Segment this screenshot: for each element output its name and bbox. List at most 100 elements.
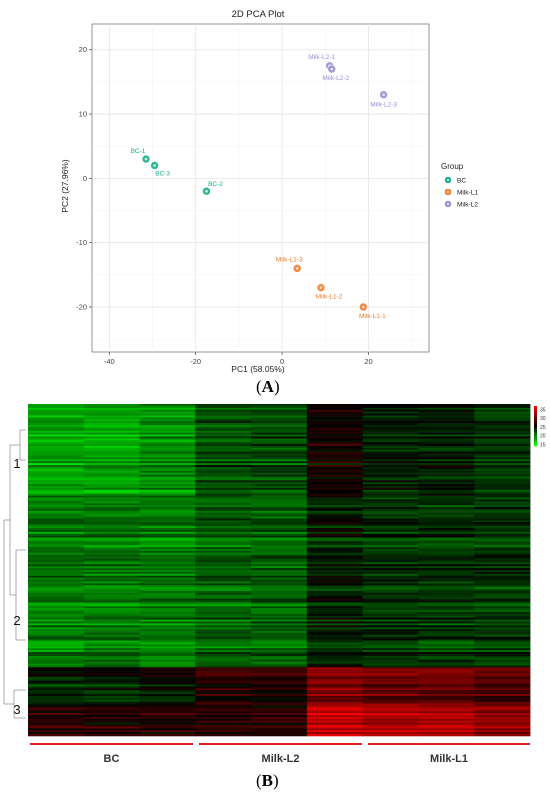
heatmap-cell [418,539,475,542]
heatmap-cell [362,552,419,556]
heatmap-cell [474,598,531,601]
heatmap-cell [418,520,475,523]
heatmap-cell [418,432,475,435]
heatmap-cell [418,470,475,473]
point-label: Milk-L1-1 [359,313,386,320]
heatmap-cell [251,529,308,533]
heatmap-cell [195,497,252,500]
heatmap-cell [474,632,531,636]
heatmap-cell [195,434,252,437]
heatmap-cell [306,526,364,529]
heatmap-cell [139,550,196,554]
heatmap-cell [139,518,196,521]
heatmap-cell [474,671,531,674]
heatmap-cell [251,478,308,481]
heatmap-cell [139,529,196,533]
heatmap-cell [251,505,308,508]
heatmap-cell [195,503,252,506]
heatmap-cell [83,707,140,710]
pca-y-label: PC2 (27.96%) [60,159,70,213]
heatmap-cell [28,520,85,523]
heatmap-cell [139,625,196,628]
heatmap-cell [251,455,308,458]
heatmap-cell [28,451,85,454]
group-label: BC [104,753,120,765]
heatmap-cell [28,442,85,445]
heatmap-cell [139,730,196,733]
heatmap-cell [251,715,308,718]
heatmap-cell [83,644,140,647]
heatmap-cell [83,486,140,489]
heatmap-cell [28,699,85,702]
heatmap-cell [83,459,140,462]
heatmap-cell [139,606,196,609]
heatmap-cell [474,734,531,737]
heatmap-cell [418,629,475,632]
heatmap-cell [139,486,196,489]
heatmap-cell [418,720,475,723]
heatmap-cell [83,606,140,609]
heatmap-cell [418,684,475,687]
heatmap-cell [362,579,419,582]
pca-x-label: PC1 (58.05%) [231,364,285,374]
heatmap-cell [195,577,252,580]
heatmap-cell [83,472,140,475]
heatmap-cell [418,545,475,548]
heatmap-cell [83,404,140,407]
heatmap-cell [28,613,85,617]
heatmap-cell [362,419,419,422]
heatmap-cell [474,489,531,493]
heatmap-cell [306,528,364,531]
heatmap-cell [418,445,475,449]
heatmap-cell [195,686,252,689]
heatmap-cell [251,463,308,466]
heatmap-cell [251,468,308,472]
heatmap-cell [306,423,364,426]
heatmap-cell [362,583,419,586]
heatmap-cell [83,529,140,533]
heatmap-cell [28,411,85,414]
heatmap-cell [28,598,85,601]
heatmap-cell [474,508,531,512]
heatmap-cell [28,447,85,451]
heatmap-cell [28,579,85,582]
heatmap-cell [362,531,419,535]
heatmap-cell [418,528,475,531]
heatmap-cell [251,474,308,477]
heatmap-cell [251,657,308,660]
colorbar-segment [534,407,537,409]
heatmap-cell [195,558,252,561]
heatmap-cell [474,531,531,535]
heatmap-cell [251,686,308,689]
heatmap-cell [195,436,252,439]
heatmap-cell [362,486,419,489]
heatmap-cell [251,421,308,424]
heatmap-cell [251,404,308,407]
heatmap-cell [362,650,419,653]
heatmap-cell [418,466,475,470]
heatmap-cell [306,652,364,655]
heatmap-cell [362,589,419,592]
heatmap-cell [306,669,364,672]
heatmap-cell [418,657,475,660]
heatmap-cell [28,552,85,556]
heatmap-cell [139,426,196,430]
heatmap-cell [474,411,531,414]
heatmap-cell [139,669,196,672]
heatmap-cell [83,484,140,487]
heatmap-cell [362,524,419,527]
heatmap-cell [474,423,531,426]
heatmap-cell [28,512,85,515]
heatmap-cell [474,583,531,586]
heatmap-cell [474,713,531,716]
heatmap-cell [474,690,531,693]
heatmap-cell [83,541,140,544]
heatmap-cell [28,407,85,411]
heatmap-cell [306,678,364,681]
heatmap-cell [83,547,140,550]
heatmap-cell [251,638,308,641]
heatmap-cell [139,493,196,496]
heatmap-cell [83,686,140,689]
heatmap-cell [28,657,85,660]
heatmap-cell [83,421,140,424]
